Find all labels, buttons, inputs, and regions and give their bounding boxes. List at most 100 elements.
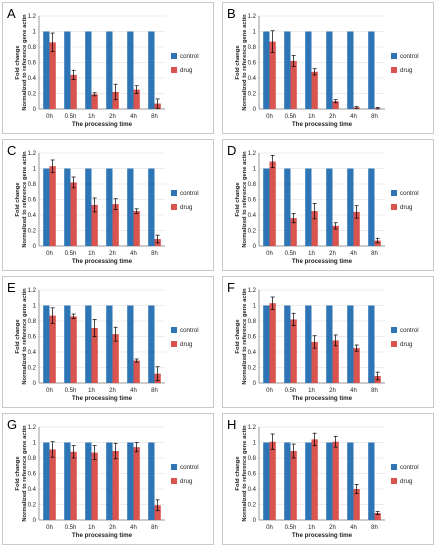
bar-drug	[112, 451, 119, 520]
panel-letter: C	[7, 143, 17, 158]
bar-drug	[269, 441, 276, 520]
y-tick-label: 0.4	[248, 76, 257, 82]
y-tick-label: 0.4	[28, 213, 37, 219]
y-tick-label: 0.2	[248, 503, 257, 509]
legend-label-control: control	[180, 464, 199, 471]
bar-control	[326, 31, 333, 109]
bar-drug	[332, 340, 339, 383]
y-tick-label: 1	[33, 304, 37, 310]
bar-control	[263, 442, 270, 520]
legend-label-drug: drug	[180, 67, 193, 74]
x-tick-label: 8h	[371, 388, 378, 394]
bar-drug	[91, 204, 98, 246]
bar-drug	[70, 182, 77, 246]
panel-letter: H	[227, 417, 237, 432]
x-tick-label: 2h	[109, 525, 116, 531]
bar-drug	[49, 42, 56, 109]
x-tick-label: 2h	[109, 388, 116, 394]
bar-drug	[133, 360, 140, 383]
x-tick-label: 0h	[266, 388, 273, 394]
bar-drug	[154, 505, 161, 520]
bar-control	[85, 31, 92, 109]
bar-control	[148, 305, 155, 383]
bar-drug	[332, 101, 339, 109]
x-tick-label: 2h	[329, 388, 336, 394]
bar-control	[368, 31, 375, 109]
x-tick-label: 4h	[350, 114, 357, 120]
x-tick-label: 4h	[130, 525, 137, 531]
legend-label-drug: drug	[400, 204, 413, 211]
y-tick-label: 1	[253, 167, 257, 173]
bar-drug	[49, 449, 56, 520]
y-tick-label: 1.2	[248, 151, 257, 157]
legend-label-control: control	[400, 53, 419, 60]
bar-drug	[353, 211, 360, 246]
legend-swatch-drug	[391, 341, 397, 347]
panel-letter: D	[227, 143, 237, 158]
x-tick-label: 2h	[329, 251, 336, 257]
legend-label-drug: drug	[400, 478, 413, 485]
bar-control	[347, 305, 354, 383]
bar-control	[43, 442, 50, 520]
bar-control	[85, 442, 92, 520]
y-tick-label: 0	[33, 107, 37, 113]
panel-letter: B	[227, 6, 236, 21]
x-tick-label: 1h	[308, 114, 315, 120]
x-tick-label: 0h	[266, 525, 273, 531]
bar-control	[305, 442, 312, 520]
bar-drug	[353, 348, 360, 383]
y-tick-label: 0.8	[28, 319, 37, 325]
x-tick-label: 1h	[88, 251, 95, 257]
bar-drug	[311, 71, 318, 109]
legend-label-drug: drug	[400, 341, 413, 348]
y-tick-label: 1	[253, 30, 257, 36]
y-tick-label: 0	[253, 107, 257, 113]
legend-swatch-control	[391, 53, 397, 59]
legend-swatch-control	[171, 464, 177, 470]
bar-control	[263, 31, 270, 109]
legend-swatch-drug	[171, 341, 177, 347]
y-tick-label: 0.2	[248, 92, 257, 98]
x-tick-label: 0.5h	[285, 114, 297, 120]
x-axis-title: The processing time	[72, 258, 133, 265]
x-tick-label: 0.5h	[285, 388, 297, 394]
y-tick-label: 0.2	[248, 229, 257, 235]
x-tick-label: 2h	[109, 114, 116, 120]
x-tick-label: 0h	[266, 114, 273, 120]
y-tick-label: 1	[33, 30, 37, 36]
bar-drug	[91, 452, 98, 520]
bar-drug	[133, 211, 140, 246]
legend-label-control: control	[400, 464, 419, 471]
x-tick-label: 8h	[151, 251, 158, 257]
x-tick-label: 0h	[266, 251, 273, 257]
bar-control	[305, 305, 312, 383]
bar-drug	[332, 441, 339, 520]
y-tick-label: 1	[253, 441, 257, 447]
x-tick-label: 1h	[88, 388, 95, 394]
y-axis-title: Fold changeNormalized to reference gene …	[235, 151, 248, 248]
y-tick-label: 1.2	[28, 14, 37, 20]
chart-panel-f: F 0 0.2 0.4 0.6 0.8 1 1.2 0h 0.5h 1h 2h 4h 8h The pro…	[222, 276, 434, 408]
bar-control	[148, 442, 155, 520]
legend-label-drug: drug	[180, 478, 193, 485]
chart-panel-b: B 0 0.2 0.4 0.6 0.8 1 1.2 0h 0.5h 1h 2h 4h 8h The pro…	[222, 2, 434, 134]
y-tick-label: 0.4	[248, 350, 257, 356]
y-tick-label: 0.2	[28, 92, 37, 98]
chart-svg: 0 0.2 0.4 0.6 0.8 1 1.2 0h 0.5h 1h 2h 4h 8h The proce…	[235, 288, 419, 402]
bar-control	[347, 31, 354, 109]
chart-panel-a: A 0 0.2 0.4 0.6 0.8 1 1.2 0h 0.5h 1h 2h 4h 8h The pro…	[2, 2, 214, 134]
chart-svg: 0 0.2 0.4 0.6 0.8 1 1.2 0h 0.5h 1h 2h 4h 8h The proce…	[15, 151, 199, 265]
bar-drug	[332, 225, 339, 246]
x-tick-label: 0.5h	[65, 525, 77, 531]
legend-swatch-drug	[391, 204, 397, 210]
legend-swatch-control	[391, 464, 397, 470]
bar-drug	[70, 74, 77, 109]
y-tick-label: 0	[33, 244, 37, 250]
bar-control	[263, 168, 270, 246]
chart-panel-c: C 0 0.2 0.4 0.6 0.8 1 1.2 0h 0.5h 1h 2h 4h 8h The pro…	[2, 139, 214, 271]
x-tick-label: 8h	[371, 525, 378, 531]
bar-control	[64, 168, 71, 246]
panel-letter: A	[7, 6, 16, 21]
y-axis-title: Fold changeNormalized to reference gene …	[15, 14, 28, 111]
chart-panel-h: H 0 0.2 0.4 0.6 0.8 1 1.2 0h 0.5h 1h 2h 4h 8h The pro…	[222, 413, 434, 545]
